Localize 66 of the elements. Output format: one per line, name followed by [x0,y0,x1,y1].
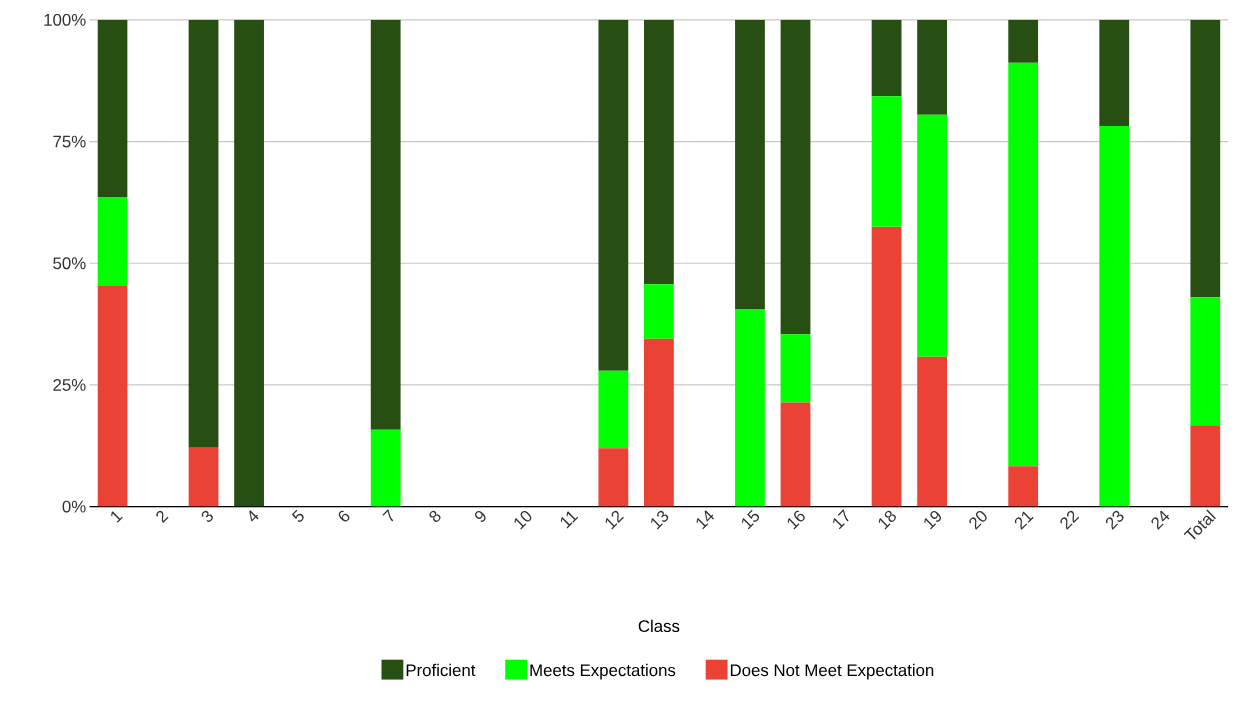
x-tick-label: 24 [1151,510,1170,530]
bar [780,334,811,403]
x-tick-label: 14 [696,510,714,530]
x-tick-label: 12 [605,510,624,530]
x-tick-label: 4 [249,510,259,522]
x-tick-label: 3 [201,510,213,522]
bar [598,19,629,371]
bar [917,114,948,357]
bar [188,447,219,507]
legend-label: Meets Expectations [530,663,676,680]
legend-label: Does Not Meet Expectation [730,663,934,680]
bar [97,196,128,286]
bar [1099,19,1130,126]
bar [598,448,629,507]
x-tick-label: 20 [969,510,987,530]
bar [780,19,811,335]
y-tick-label: 50% [53,257,86,270]
x-tick-label: 1 [111,511,123,523]
bar [234,19,264,507]
bar [780,402,811,507]
y-tick-label: 25% [53,378,86,391]
x-tick-label: 22 [1060,510,1080,530]
x-tick-label: 11 [560,511,579,529]
bar [917,356,948,507]
bar [1099,125,1130,507]
y-tick-label: 100% [44,13,86,26]
bar [644,338,674,507]
bar [370,429,401,507]
bar [1190,425,1221,507]
x-axis-title: Class [638,619,680,632]
bar [1190,19,1221,298]
bar [1008,466,1039,507]
bar [871,96,902,227]
x-tick-label: 2 [156,510,169,523]
bar [1008,62,1039,467]
bar [871,226,902,507]
x-tick-label: 17 [833,509,849,530]
bar [644,284,674,339]
bar [97,19,128,197]
x-tick-label: 13 [651,510,669,530]
x-tick-label: 16 [787,510,805,530]
x-tick-label: 10 [514,510,532,530]
legend-label: Proficient [406,663,476,676]
x-tick-label: 6 [338,510,350,522]
x-tick-label: 9 [474,510,486,522]
y-tick-label: 0% [62,500,86,513]
x-tick-label: 21 [1014,511,1034,530]
bar [871,19,902,97]
x-tick-label: 23 [1105,510,1124,530]
bar [97,285,128,507]
x-tick-label: 5 [291,509,304,522]
bar [598,370,629,449]
bar [370,19,401,430]
x-tick-label: 7 [382,509,394,522]
y-tick-label: 75% [53,135,86,148]
x-tick-label: 18 [878,510,896,530]
bar [188,19,219,448]
bar [1190,297,1221,426]
bar [735,19,765,309]
x-tick-label: 8 [429,510,441,522]
x-tick-label: 15 [742,509,760,530]
bar [917,19,948,115]
bar [1008,19,1039,63]
x-tick-label: 19 [924,510,941,530]
bar [735,308,765,507]
bar [644,19,674,285]
